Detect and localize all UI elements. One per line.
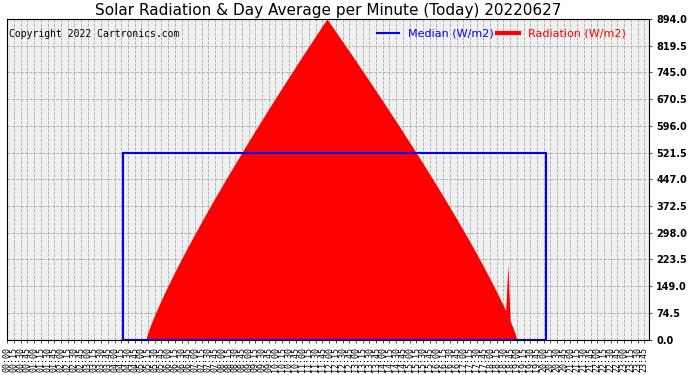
Title: Solar Radiation & Day Average per Minute (Today) 20220627: Solar Radiation & Day Average per Minute… bbox=[95, 3, 561, 18]
Text: Copyright 2022 Cartronics.com: Copyright 2022 Cartronics.com bbox=[8, 28, 179, 39]
Legend: Median (W/m2), Radiation (W/m2): Median (W/m2), Radiation (W/m2) bbox=[372, 24, 631, 44]
Bar bbox=[124, 153, 546, 340]
